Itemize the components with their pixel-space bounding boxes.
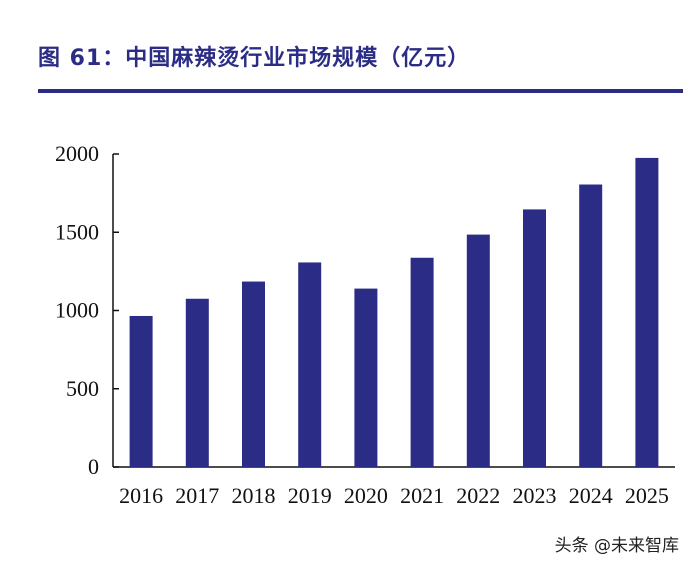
bar-2022	[466, 234, 490, 467]
watermark: 头条 @未来智库	[551, 530, 682, 557]
y-tick-label: 500	[66, 376, 99, 401]
x-tick-label: 2025	[625, 483, 669, 508]
x-tick-label: 2018	[232, 483, 276, 508]
bars	[129, 157, 659, 467]
x-tick-label: 2020	[344, 483, 388, 508]
bar-2020	[354, 288, 378, 467]
x-tick-label: 2019	[288, 483, 332, 508]
y-tick-labels: 0 500 1000 1500 2000	[55, 141, 99, 479]
y-tick-label: 1000	[55, 298, 99, 323]
bar-2021	[410, 257, 434, 467]
x-tick-label: 2016	[119, 483, 163, 508]
y-tick-label: 0	[88, 454, 99, 479]
x-tick-label: 2023	[513, 483, 557, 508]
x-tick-label: 2022	[456, 483, 500, 508]
bar-2024	[579, 184, 603, 467]
y-tick-label: 2000	[55, 141, 99, 166]
bar-2017	[185, 298, 209, 467]
bar-2016	[129, 315, 153, 467]
bar-2018	[242, 281, 265, 467]
bar-2023	[523, 209, 546, 467]
bar-2025	[635, 157, 659, 467]
x-tick-label: 2017	[175, 483, 219, 508]
title-underline	[38, 89, 683, 93]
bar-2019	[298, 262, 322, 467]
chart-title: 图 61：中国麻辣烫行业市场规模（亿元）	[38, 46, 471, 71]
x-tick-labels: 2016 2017 2018 2019 2020 2021 2022 2023 2024 2025	[119, 483, 669, 508]
x-tick-label: 2021	[400, 483, 444, 508]
x-tick-label: 2024	[569, 483, 613, 508]
y-tick-label: 1500	[55, 219, 99, 244]
